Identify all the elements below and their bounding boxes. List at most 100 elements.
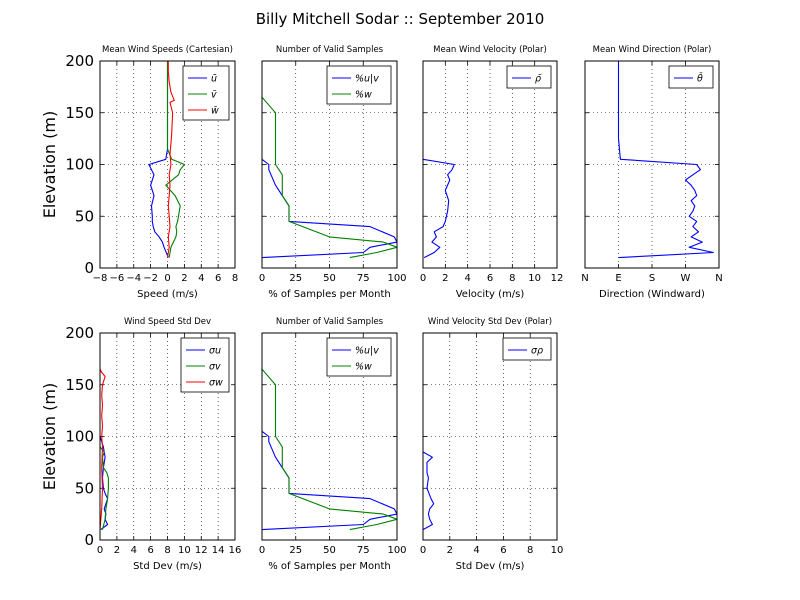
tick-label-x: 6 (487, 273, 493, 284)
legend-label: v̄ (211, 90, 217, 101)
legend-box (326, 337, 392, 377)
panel-title: Number of Valid Samples (276, 317, 384, 327)
tick-label-x: S (649, 273, 655, 284)
tick-label-y: 150 (65, 104, 94, 122)
legend-box (506, 65, 552, 89)
axis-label-x: Std Dev (m/s) (133, 561, 202, 572)
tick-label-x: −6 (110, 273, 125, 284)
legend-label: σρ (531, 346, 543, 357)
tick-label-x: 100 (387, 545, 406, 556)
plot-frame (261, 60, 398, 269)
panel-title: Mean Wind Speeds (Cartesian) (102, 45, 233, 55)
chart-panel-7: Wind Velocity Std Dev (Polar) 0 2 4 6 8 10 Std … (420, 317, 564, 572)
tick-label-x: 4 (473, 545, 479, 556)
plot-frame (99, 60, 236, 269)
tick-label-y: 0 (84, 259, 94, 277)
panel-title: Mean Wind Velocity (Polar) (433, 45, 547, 55)
legend-label: w̄ (211, 106, 219, 117)
series-line-1 (261, 430, 398, 531)
tick-label-x: 8 (164, 545, 170, 556)
axis-label-y: Elevation (m) (40, 111, 59, 218)
tick-label-x: N (581, 273, 588, 284)
legend-box (182, 65, 230, 121)
plot-frame (99, 332, 236, 541)
tick-label-x: 25 (289, 545, 302, 556)
tick-label-x: 6 (215, 273, 221, 284)
tick-label-y: 100 (65, 156, 94, 174)
axis-label-x: % of Samples per Month (268, 561, 391, 572)
tick-label-x: 4 (464, 273, 470, 284)
axis-label-x: Speed (m/s) (137, 289, 198, 300)
tick-label-x: 0 (420, 545, 426, 556)
axis-label-x: Direction (Windward) (599, 289, 705, 300)
chart-panel-1: Mean Wind Speeds (Cartesian)−8 −6 −4 −2 0 2 4 6… (40, 45, 238, 300)
series-line-1 (422, 451, 435, 531)
tick-label-x: 8 (232, 273, 238, 284)
tick-label-x: 4 (131, 545, 137, 556)
chart-panel-2: Number of Valid Samples 0 25 50 75 100 % of Sa… (259, 45, 407, 300)
tick-label-x: 2 (442, 273, 448, 284)
plot-frame (261, 332, 398, 541)
tick-label-x: 12 (195, 545, 208, 556)
panel-title: Number of Valid Samples (276, 45, 384, 55)
plot-frame (422, 60, 558, 269)
chart-panel-3: Mean Wind Velocity (Polar) 0 2 4 6 8 10 12 Veloc… (420, 45, 564, 300)
tick-label-y: 50 (75, 207, 94, 225)
legend-box (668, 65, 714, 89)
legend-label: ρ̄ (535, 74, 542, 85)
tick-label-x: E (615, 273, 621, 284)
panel-title: Wind Velocity Std Dev (Polar) (428, 317, 552, 327)
tick-label-y: 150 (65, 376, 94, 394)
tick-label-x: W (681, 273, 691, 284)
tick-label-x: 50 (323, 545, 336, 556)
tick-label-x: 8 (527, 545, 533, 556)
tick-label-x: 2 (181, 273, 187, 284)
panel-title: Mean Wind Direction (Polar) (593, 45, 712, 55)
tick-label-x: −2 (143, 273, 158, 284)
tick-label-x: 6 (147, 545, 153, 556)
tick-label-x: 0 (259, 545, 265, 556)
tick-label-x: 14 (212, 545, 225, 556)
legend-box (502, 337, 552, 361)
axis-label-x: Velocity (m/s) (456, 289, 525, 300)
series-line-1 (261, 158, 398, 259)
legend-label: θ̄ (697, 73, 703, 85)
tick-label-x: 10 (528, 273, 541, 284)
legend-box (180, 337, 230, 393)
axis-label-x: Std Dev (m/s) (456, 561, 525, 572)
series-line-2 (261, 368, 398, 531)
tick-label-x: N (715, 273, 722, 284)
tick-label-x: 75 (357, 545, 370, 556)
tick-label-x: 10 (551, 545, 564, 556)
tick-label-y: 100 (65, 428, 94, 446)
series-line-1 (617, 61, 714, 259)
tick-label-y: 200 (65, 52, 94, 70)
tick-label-x: 12 (551, 273, 564, 284)
figure-title: Billy Mitchell Sodar :: September 2010 (256, 10, 545, 28)
panel-title: Wind Speed Std Dev (124, 317, 211, 327)
tick-label-x: 100 (387, 273, 406, 284)
tick-label-y: 200 (65, 324, 94, 342)
legend-label: %u|v (355, 74, 379, 85)
tick-label-x: −8 (93, 273, 108, 284)
series-line-3 (99, 368, 106, 530)
tick-label-y: 50 (75, 479, 94, 497)
legend-label: σv (209, 362, 221, 373)
tick-label-x: 0 (164, 273, 170, 284)
series-line-1 (422, 158, 455, 259)
tick-label-x: 6 (500, 545, 506, 556)
tick-label-x: 25 (289, 273, 302, 284)
tick-label-x: 2 (114, 545, 120, 556)
axis-label-y: Elevation (m) (40, 383, 59, 490)
legend-label: %u|v (355, 346, 379, 357)
series-line-2 (99, 446, 109, 530)
chart-panel-6: Number of Valid Samples 0 25 50 75 100 % of Sa… (259, 317, 407, 572)
series-line-1 (148, 61, 169, 258)
tick-label-x: 4 (198, 273, 204, 284)
legend-label: σw (209, 378, 223, 389)
tick-label-x: 0 (97, 545, 103, 556)
legend-box (326, 65, 392, 105)
tick-label-x: −4 (126, 273, 141, 284)
